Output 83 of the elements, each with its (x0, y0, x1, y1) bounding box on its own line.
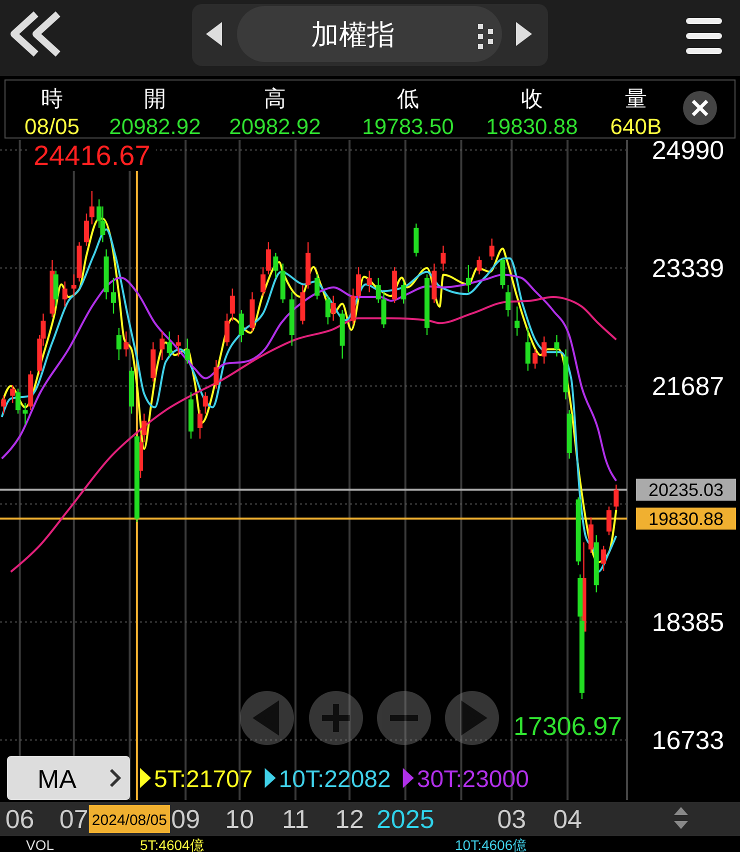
candlestick (166, 330, 172, 358)
candlestick (238, 309, 244, 343)
candlestick (525, 327, 530, 372)
x-tick-label: 09 (171, 804, 200, 834)
text: 10T:4606億 (455, 837, 527, 852)
candlestick (124, 330, 129, 358)
ref-line-label: 19830.88 (648, 508, 724, 529)
candlestick (1, 395, 6, 414)
text: 19830.88 (486, 114, 578, 139)
candlestick (325, 295, 330, 325)
line-series (0, 274, 618, 482)
candlestick (614, 484, 619, 511)
chart-title: 加權指 (311, 19, 395, 50)
candlestick (111, 277, 116, 314)
candlestick (532, 348, 538, 370)
text: 5T:4604億 (140, 837, 204, 852)
candlestick (273, 252, 278, 279)
candlestick (440, 245, 446, 272)
text: MA (38, 764, 78, 794)
ref-line-label: 2024/08/05 (92, 812, 168, 829)
candlestick (160, 330, 165, 361)
legend-label: 10T:22082 (278, 766, 391, 793)
candlestick (542, 336, 547, 364)
candlestick (401, 280, 406, 304)
candlestick (260, 266, 266, 296)
candlestick (466, 264, 471, 293)
text: 低 (397, 86, 419, 111)
annotation: 24416.67 (33, 140, 150, 171)
candlestick (71, 274, 76, 296)
legend-label: 30T:23000 (416, 766, 529, 793)
ref-line-label: 20235.03 (648, 480, 724, 500)
candlestick (476, 256, 482, 275)
candlestick (10, 384, 16, 404)
candlestick (224, 313, 230, 346)
text: 高 (264, 86, 286, 111)
text: 08/05 (24, 114, 80, 139)
candlestick (62, 280, 68, 308)
candlestick (89, 190, 94, 225)
text: 收 (521, 86, 543, 111)
text: 20982.92 (109, 114, 201, 139)
x-tick-label: 2025 (376, 804, 434, 834)
candlestick (202, 392, 208, 414)
candlestick (214, 359, 219, 390)
candlestick (230, 288, 235, 322)
x-tick-label: 07 (59, 804, 88, 834)
candlestick (197, 409, 202, 440)
text: 20982.92 (229, 114, 321, 139)
candlestick (601, 545, 606, 572)
x-tick-label: 03 (497, 804, 526, 834)
legend-label: 5T:21707 (154, 766, 253, 793)
y-tick-label: 16733 (652, 725, 724, 756)
y-tick-label: 18385 (652, 607, 724, 638)
candlestick (116, 327, 122, 361)
text: 19783.50 (362, 114, 454, 139)
candlestick (22, 402, 28, 425)
candlestick (314, 274, 320, 300)
x-tick-label: 10 (225, 804, 254, 834)
text: 量 (625, 86, 647, 111)
annotation: 17306.97 (514, 710, 622, 741)
candlestick (266, 242, 271, 275)
text: VOL (26, 837, 54, 852)
candlestick (514, 306, 520, 336)
text: 開 (144, 86, 166, 111)
candlestick (16, 388, 21, 414)
x-tick-label: 11 (282, 804, 309, 834)
candlestick (376, 277, 381, 304)
candlestick (330, 295, 336, 322)
candlestick (606, 506, 612, 536)
x-tick-label: 12 (335, 804, 364, 834)
candlestick (356, 266, 362, 300)
x-tick-label: 04 (553, 804, 582, 834)
candlestick (366, 270, 372, 293)
candlestick (184, 338, 190, 364)
candlestick (554, 334, 560, 358)
x-tick-label: 06 (5, 804, 34, 834)
candlestick (489, 238, 494, 261)
candlestick (506, 284, 511, 318)
y-tick-label: 21687 (652, 371, 724, 402)
y-tick-label: 23339 (652, 253, 724, 284)
candlestick (84, 212, 89, 246)
candlestick (142, 413, 147, 443)
text: 時 (41, 86, 63, 111)
candlestick (176, 334, 181, 358)
